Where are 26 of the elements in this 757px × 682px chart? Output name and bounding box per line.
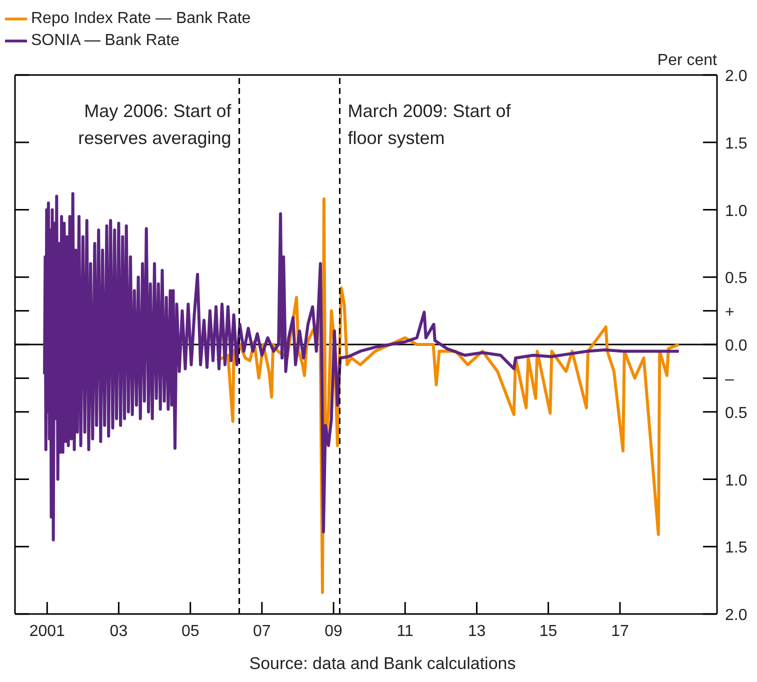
y-tick-label: 1.5 (725, 540, 748, 557)
x-tick-label: 17 (611, 623, 629, 640)
y-tick-label: 0.5 (725, 270, 748, 288)
x-tick-label: 15 (539, 623, 558, 640)
ref-line-label: March 2009: Start of floor system (348, 101, 512, 148)
x-tick-label: 2001 (29, 623, 66, 640)
x-tick-label: 09 (324, 623, 343, 640)
y-tick-label: + (725, 304, 734, 321)
source-note: Source: data and Bank calculations (248, 654, 517, 674)
x-tick-label: 05 (181, 623, 200, 640)
y-axis-title: Per cent (657, 52, 718, 69)
x-tick-label: 13 (468, 623, 486, 640)
legend-label: Repo Index Rate — Bank Rate (31, 10, 251, 28)
y-tick-label: 0.5 (725, 404, 748, 422)
ref-line-label: May 2006: Start of reserves averaging (78, 101, 232, 148)
x-tick-label: 11 (396, 623, 414, 640)
x-tick-label: 03 (110, 623, 128, 640)
x-tick-label: 07 (253, 623, 271, 640)
y-tick-label: 1.5 (725, 135, 748, 152)
y-tick-label: 0.0 (725, 338, 748, 354)
y-tick-label: 1.0 (725, 472, 748, 490)
y-tick-label: 2.0 (725, 68, 748, 85)
y-tick-label: 2.0 (725, 607, 748, 624)
y-tick-label: – (725, 371, 734, 388)
legend-label: SONIA — Bank Rate (31, 32, 180, 50)
y-tick-label: 1.0 (725, 202, 748, 220)
